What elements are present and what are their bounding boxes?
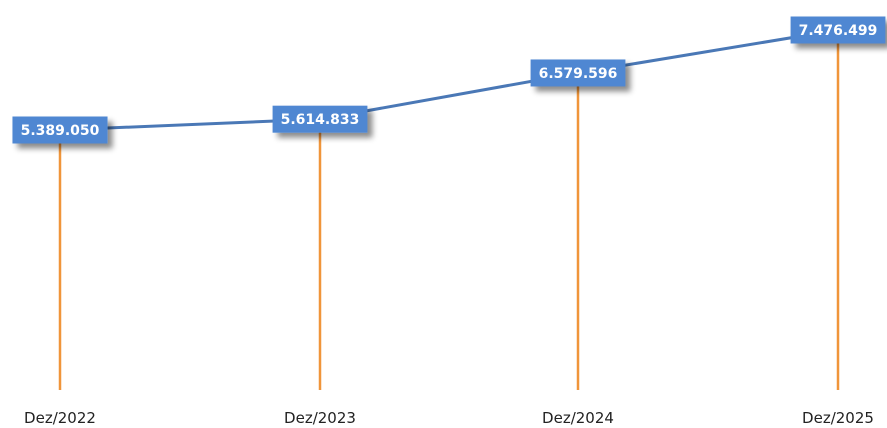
- label-box: [12, 116, 108, 144]
- data-label: 6.579.596: [530, 59, 626, 87]
- value-label: 6.579.596: [539, 66, 618, 82]
- x-tick-label: Dez/2025: [802, 409, 874, 427]
- data-label: 5.614.833: [272, 105, 368, 133]
- line: [59, 28, 839, 132]
- value-label: 5.614.833: [281, 112, 360, 128]
- x-tick-label: Dez/2024: [542, 409, 614, 427]
- label-box: [790, 16, 886, 44]
- value-label: 5.389.050: [21, 123, 100, 139]
- label-box: [272, 105, 368, 133]
- value-label: 7.476.499: [799, 23, 878, 39]
- data-label: 7.476.499: [790, 16, 886, 44]
- label-box: [530, 59, 626, 87]
- data-label: 5.389.050: [12, 116, 108, 144]
- x-tick-label: Dez/2023: [284, 409, 356, 427]
- x-tick-label: Dez/2022: [24, 409, 96, 427]
